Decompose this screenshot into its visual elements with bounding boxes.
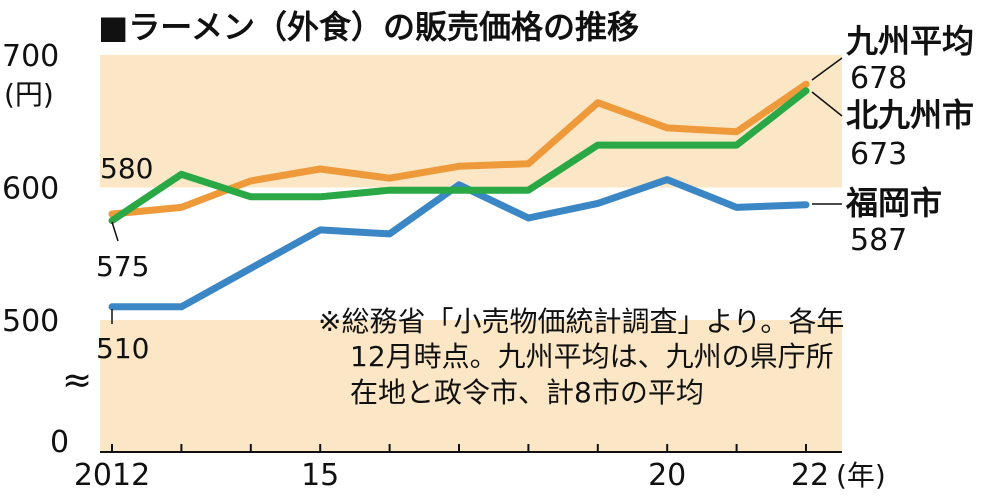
x-tick-label: 2012 [74,458,150,493]
annotation-line-2: 12月時点。九州平均は、九州の県庁所 [350,340,834,373]
band-0-500 [100,320,842,452]
y-tick-label: 600 [2,172,59,207]
annotation-line-1: ※総務省「小売物価統計調査」より。各年 [318,305,844,338]
leader-end-kyushu-avg [811,57,843,81]
x-unit-label: (年) [836,459,886,492]
annotation-line-3: 在地と政令市、計8市の平均 [350,376,704,409]
start-label-kyushu-avg: 580 [100,152,153,185]
x-tick-label: 15 [301,458,339,493]
y-tick-labels: 700 600 500 0 [2,39,69,460]
chart-title: ■ラーメン（外食）の販売価格の推移 [98,8,639,46]
series-lines [108,80,810,311]
leader-end-kitakyushu [811,91,843,117]
end-value-fukuoka: 587 [850,223,907,258]
x-tick-label: 20 [648,458,686,493]
end-value-kitakyushu: 673 [850,137,907,172]
background-bands [100,55,842,452]
series-name-kyushu-avg: 九州平均 [846,22,974,60]
y-tick-label: 500 [2,304,59,339]
series-name-fukuoka: 福岡市 [845,184,942,222]
y-tick-label: 700 [2,39,59,74]
start-label-fukuoka: 510 [96,332,149,365]
start-value-labels: 580 575 510 [96,152,153,365]
axis-break-symbol: ≈ [62,360,92,401]
series-line-2 [108,176,810,311]
start-label-kitakyushu: 575 [96,250,149,283]
x-tick-label: 22 [791,458,829,493]
x-tick-labels: 2012 15 20 22 [74,458,829,493]
leader-start-kitakyushu [111,221,119,242]
series-line-1 [108,87,810,225]
source-annotation: ※総務省「小売物価統計調査」より。各年 12月時点。九州平均は、九州の県庁所 在… [318,305,844,409]
y-unit-label: (円) [4,78,54,111]
y-tick-label: 0 [50,425,69,460]
end-value-kyushu-avg: 678 [850,61,907,96]
series-name-kitakyushu: 北九州市 [846,96,974,134]
x-ticks [111,444,807,452]
end-labels: 九州平均 678 北九州市 673 福岡市 587 [811,22,974,258]
